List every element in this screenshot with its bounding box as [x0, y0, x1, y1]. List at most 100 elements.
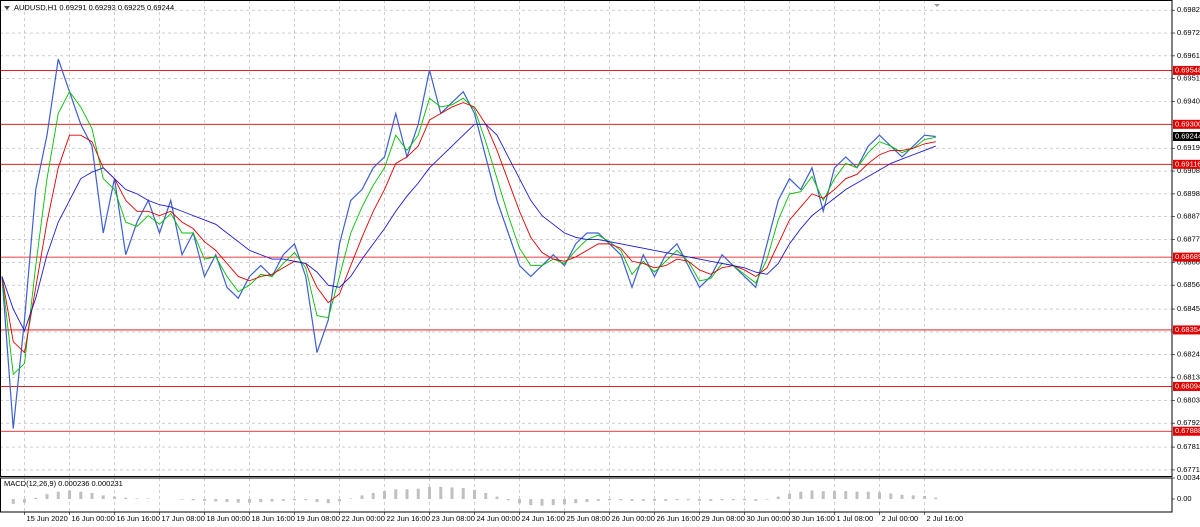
macd-bar	[585, 499, 589, 503]
macd-bar	[495, 496, 499, 500]
macd-bar	[349, 498, 353, 500]
macd-bar	[439, 486, 443, 500]
level-label-bg	[1173, 381, 1200, 391]
macd-bar	[191, 499, 195, 501]
macd-bar	[11, 499, 15, 504]
macd-bar	[461, 488, 465, 500]
macd-bar	[698, 499, 701, 501]
macd-bar	[34, 497, 38, 500]
macd-bar	[394, 489, 398, 500]
macd-bar	[731, 499, 735, 501]
level-label-bg	[1173, 426, 1200, 436]
macd-bar	[551, 499, 555, 506]
macd-bar	[270, 499, 274, 502]
macd-bar	[506, 499, 510, 501]
macd-bar	[101, 495, 105, 500]
macd-bar	[878, 492, 881, 500]
y-tick-label: 0.69085	[1177, 166, 1200, 175]
level-label: 0.67888	[1175, 426, 1200, 435]
macd-bar	[866, 491, 870, 500]
macd-bar	[900, 494, 904, 500]
macd-bar	[146, 498, 150, 500]
x-tick-label: 18 Jun 00:00	[207, 514, 250, 523]
macd-bar	[135, 498, 139, 500]
macd-bar	[923, 495, 926, 500]
level-label-bg	[1173, 119, 1200, 129]
level-label-bg	[1173, 65, 1200, 75]
y-tick-label: 0.003449	[1177, 473, 1200, 482]
macd-bar	[416, 488, 420, 500]
macd-bar	[563, 499, 566, 505]
symbol-icon	[4, 6, 10, 10]
level-label: 0.69548	[1175, 65, 1200, 74]
x-tick-label: 30 Jun 16:00	[792, 514, 835, 523]
level-label: 0.68094	[1175, 381, 1200, 390]
macd-bar	[675, 499, 679, 501]
moving-average	[1, 90, 936, 376]
macd-bar	[315, 499, 319, 503]
macd-bar	[630, 499, 634, 501]
macd-bar	[619, 499, 623, 501]
macd-bar	[518, 499, 521, 504]
macd-bar	[304, 499, 308, 501]
macd-bar	[833, 491, 836, 500]
macd-bar	[405, 489, 409, 500]
x-tick-label: 2 Jul 16:00	[927, 514, 964, 523]
macd-bar	[371, 492, 375, 500]
macd-bar	[326, 499, 330, 504]
moving-average	[1, 123, 936, 332]
y-tick-label: 0.67710	[1177, 465, 1200, 474]
chart-title: AUDUSD,H1 0.69291 0.69293 0.69225 0.6924…	[14, 3, 174, 12]
y-tick-label: 0.69615	[1177, 51, 1200, 60]
macd-bar	[338, 499, 341, 502]
level-label: 0.69116	[1175, 159, 1200, 168]
moving-average	[1, 102, 936, 354]
macd-bar	[844, 491, 848, 500]
indicator-title: MACD(12,26,9) 0.000236 0.000231	[4, 479, 123, 488]
level-label: 0.68354	[1175, 325, 1200, 334]
macd-bar	[259, 499, 263, 503]
level-label: 0.69300	[1175, 119, 1200, 128]
macd-bar	[90, 492, 94, 500]
x-tick-label: 1 Jul 08:00	[837, 514, 874, 523]
macd-bar	[788, 493, 791, 500]
y-tick-label: 0.67925	[1177, 418, 1200, 427]
macd-bar	[776, 496, 780, 500]
macd-bar	[653, 499, 656, 501]
macd-bar	[180, 499, 184, 500]
level-label-bg	[1173, 325, 1200, 335]
macd-bar	[641, 499, 645, 501]
current-price-label: 0.69244	[1175, 131, 1200, 140]
macd-bar	[934, 497, 938, 500]
shift-marker	[934, 4, 940, 7]
macd-bar	[293, 499, 296, 501]
macd-bar	[540, 499, 544, 506]
x-tick-label: 16 Jun 16:00	[117, 514, 160, 523]
macd-bar	[56, 491, 60, 500]
macd-bar	[214, 499, 218, 502]
macd-bar	[484, 492, 488, 500]
x-tick-label: 26 Jun 00:00	[612, 514, 655, 523]
macd-bar	[225, 499, 229, 503]
current-price-bg	[1173, 131, 1200, 141]
macd-bar	[281, 499, 285, 501]
macd-bar	[608, 499, 611, 501]
y-tick-label: 0.69405	[1177, 96, 1200, 105]
x-tick-label: 29 Jun 08:00	[702, 514, 745, 523]
macd-bar	[799, 491, 803, 500]
macd-bar	[113, 496, 116, 500]
macd-bar	[360, 495, 364, 500]
macd-bar	[911, 495, 915, 500]
macd-bar	[855, 491, 859, 500]
y-tick-label: 0.68135	[1177, 373, 1200, 382]
macd-bar	[743, 499, 746, 501]
x-tick-label: 15 Jun 2020	[27, 514, 68, 523]
